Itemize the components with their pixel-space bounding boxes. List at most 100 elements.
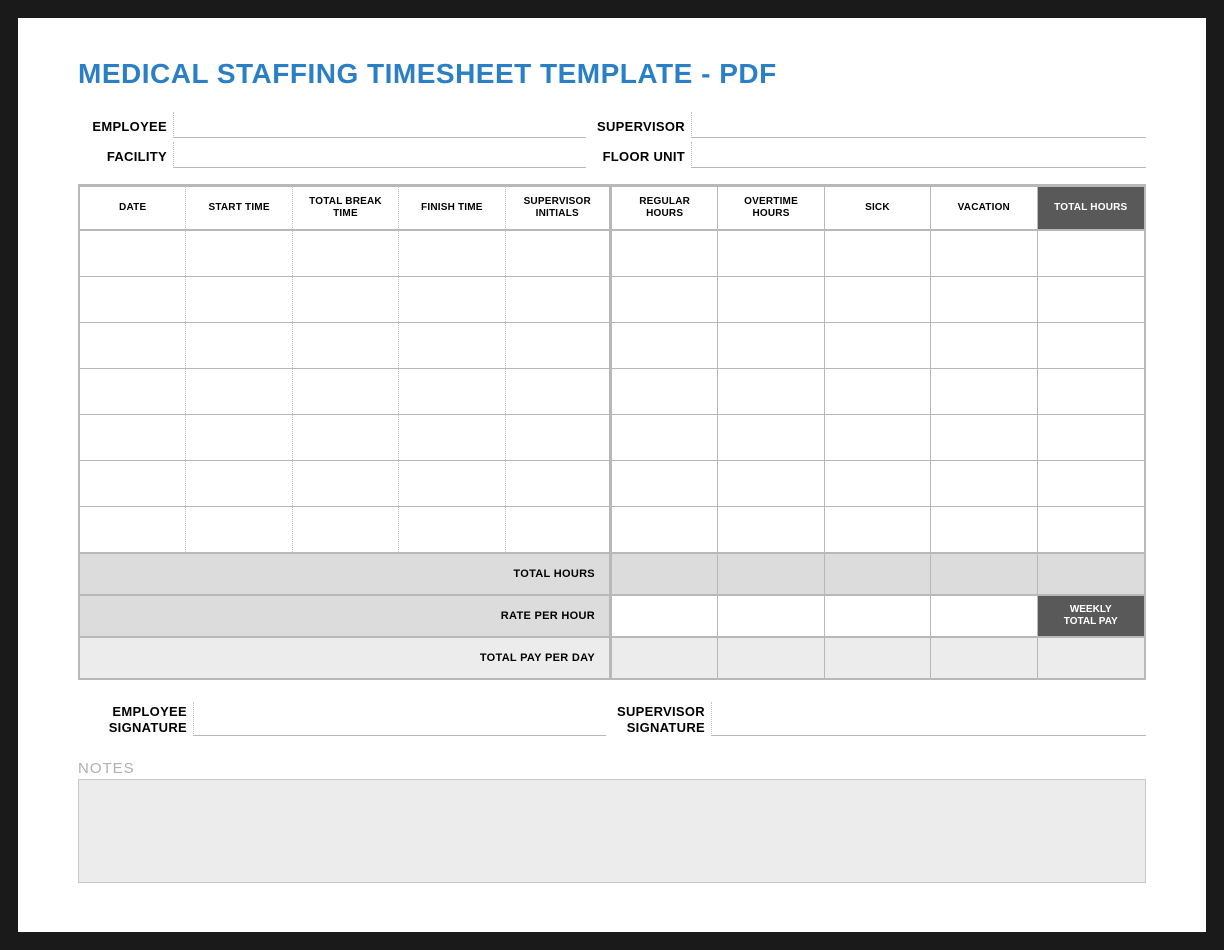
summary-cell[interactable] (718, 552, 824, 594)
table-row (80, 322, 1144, 368)
cell-total_break_time[interactable] (293, 368, 399, 414)
cell-vacation[interactable] (931, 506, 1037, 552)
summary-cell[interactable] (931, 594, 1037, 636)
cell-total_break_time[interactable] (293, 506, 399, 552)
cell-sick[interactable] (825, 230, 931, 276)
summary-cell[interactable] (931, 552, 1037, 594)
cell-start_time[interactable] (186, 460, 292, 506)
cell-total_break_time[interactable] (293, 322, 399, 368)
cell-vacation[interactable] (931, 368, 1037, 414)
cell-vacation[interactable] (931, 460, 1037, 506)
signature-input-employee[interactable] (193, 702, 606, 736)
cell-total_hours[interactable] (1038, 276, 1144, 322)
cell-regular_hours[interactable] (612, 414, 718, 460)
signature-input-supervisor[interactable] (711, 702, 1146, 736)
cell-total_hours[interactable] (1038, 368, 1144, 414)
cell-regular_hours[interactable] (612, 322, 718, 368)
cell-supervisor_initials[interactable] (506, 506, 612, 552)
cell-sick[interactable] (825, 414, 931, 460)
cell-start_time[interactable] (186, 414, 292, 460)
field-label-facility: FACILITY (78, 149, 173, 168)
field-input-floor-unit[interactable] (691, 142, 1146, 168)
cell-finish_time[interactable] (399, 230, 505, 276)
cell-date[interactable] (80, 414, 186, 460)
cell-total_hours[interactable] (1038, 506, 1144, 552)
cell-regular_hours[interactable] (612, 368, 718, 414)
cell-date[interactable] (80, 460, 186, 506)
cell-total_hours[interactable] (1038, 460, 1144, 506)
cell-vacation[interactable] (931, 322, 1037, 368)
cell-start_time[interactable] (186, 506, 292, 552)
cell-overtime_hours[interactable] (718, 322, 824, 368)
cell-start_time[interactable] (186, 276, 292, 322)
cell-overtime_hours[interactable] (718, 230, 824, 276)
cell-supervisor_initials[interactable] (506, 230, 612, 276)
cell-vacation[interactable] (931, 414, 1037, 460)
col-header-overtime_hours: OVERTIMEHOURS (718, 186, 824, 230)
notes-box[interactable] (78, 779, 1146, 883)
cell-finish_time[interactable] (399, 506, 505, 552)
cell-regular_hours[interactable] (612, 276, 718, 322)
cell-date[interactable] (80, 506, 186, 552)
cell-sick[interactable] (825, 368, 931, 414)
cell-start_time[interactable] (186, 368, 292, 414)
cell-total_break_time[interactable] (293, 230, 399, 276)
table-row (80, 460, 1144, 506)
col-header-total_break_time: TOTAL BREAKTIME (293, 186, 399, 230)
summary-cell[interactable] (825, 636, 931, 678)
cell-total_hours[interactable] (1038, 414, 1144, 460)
cell-date[interactable] (80, 276, 186, 322)
cell-start_time[interactable] (186, 230, 292, 276)
cell-overtime_hours[interactable] (718, 460, 824, 506)
cell-overtime_hours[interactable] (718, 414, 824, 460)
field-input-employee[interactable] (173, 112, 586, 138)
cell-sick[interactable] (825, 506, 931, 552)
summary-row-rate_per_hour: RATE PER HOURWEEKLYTOTAL PAY (80, 594, 1144, 636)
summary-cell[interactable] (718, 636, 824, 678)
cell-supervisor_initials[interactable] (506, 414, 612, 460)
cell-total_break_time[interactable] (293, 276, 399, 322)
cell-supervisor_initials[interactable] (506, 460, 612, 506)
cell-total_break_time[interactable] (293, 460, 399, 506)
cell-overtime_hours[interactable] (718, 506, 824, 552)
cell-overtime_hours[interactable] (718, 276, 824, 322)
summary-cell[interactable] (931, 636, 1037, 678)
summary-cell[interactable] (612, 594, 718, 636)
cell-finish_time[interactable] (399, 276, 505, 322)
summary-cell[interactable] (825, 552, 931, 594)
cell-finish_time[interactable] (399, 368, 505, 414)
summary-cell[interactable] (825, 594, 931, 636)
summary-cell[interactable] (612, 552, 718, 594)
cell-total_break_time[interactable] (293, 414, 399, 460)
cell-date[interactable] (80, 368, 186, 414)
cell-regular_hours[interactable] (612, 506, 718, 552)
cell-total_hours[interactable] (1038, 322, 1144, 368)
cell-vacation[interactable] (931, 230, 1037, 276)
summary-cell-total[interactable] (1038, 552, 1144, 594)
cell-supervisor_initials[interactable] (506, 322, 612, 368)
summary-cell[interactable] (718, 594, 824, 636)
cell-finish_time[interactable] (399, 322, 505, 368)
cell-start_time[interactable] (186, 322, 292, 368)
cell-regular_hours[interactable] (612, 460, 718, 506)
summary-cell[interactable] (612, 636, 718, 678)
cell-supervisor_initials[interactable] (506, 368, 612, 414)
cell-finish_time[interactable] (399, 460, 505, 506)
cell-sick[interactable] (825, 460, 931, 506)
cell-finish_time[interactable] (399, 414, 505, 460)
cell-date[interactable] (80, 230, 186, 276)
field-input-facility[interactable] (173, 142, 586, 168)
field-input-supervisor[interactable] (691, 112, 1146, 138)
cell-sick[interactable] (825, 322, 931, 368)
summary-row-total_hours: TOTAL HOURS (80, 552, 1144, 594)
summary-label-total_pay_per_day: TOTAL PAY PER DAY (80, 636, 612, 678)
summary-cell-total[interactable] (1038, 636, 1144, 678)
cell-total_hours[interactable] (1038, 230, 1144, 276)
cell-date[interactable] (80, 322, 186, 368)
cell-sick[interactable] (825, 276, 931, 322)
summary-label-total_hours: TOTAL HOURS (80, 552, 612, 594)
cell-regular_hours[interactable] (612, 230, 718, 276)
cell-supervisor_initials[interactable] (506, 276, 612, 322)
cell-vacation[interactable] (931, 276, 1037, 322)
cell-overtime_hours[interactable] (718, 368, 824, 414)
